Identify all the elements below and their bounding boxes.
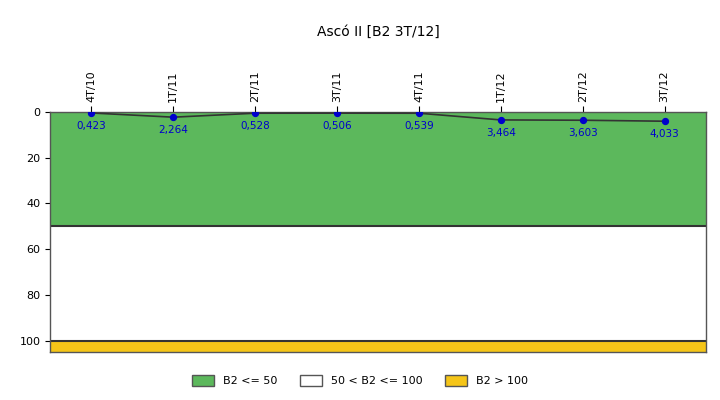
Point — [168, 114, 179, 120]
Text: 4,033: 4,033 — [649, 129, 680, 139]
Legend: B2 <= 50, 50 < B2 <= 100, B2 > 100: B2 <= 50, 50 < B2 <= 100, B2 > 100 — [188, 370, 532, 390]
Bar — [50, 226, 706, 340]
Text: 3,603: 3,603 — [568, 128, 598, 138]
Point — [577, 117, 588, 124]
Text: 0,423: 0,423 — [76, 121, 107, 131]
Text: 2,264: 2,264 — [158, 125, 188, 135]
Text: 0,539: 0,539 — [404, 121, 434, 131]
Text: 0,506: 0,506 — [323, 121, 352, 131]
Point — [249, 110, 261, 116]
Point — [659, 118, 670, 124]
Text: 0,528: 0,528 — [240, 121, 270, 131]
Bar — [50, 112, 706, 226]
Point — [86, 110, 97, 116]
Point — [413, 110, 425, 116]
Bar — [50, 340, 706, 352]
Point — [495, 117, 507, 123]
Title: Ascó II [B2 3T/12]: Ascó II [B2 3T/12] — [317, 25, 439, 39]
Text: 3,464: 3,464 — [486, 128, 516, 138]
Point — [331, 110, 343, 116]
